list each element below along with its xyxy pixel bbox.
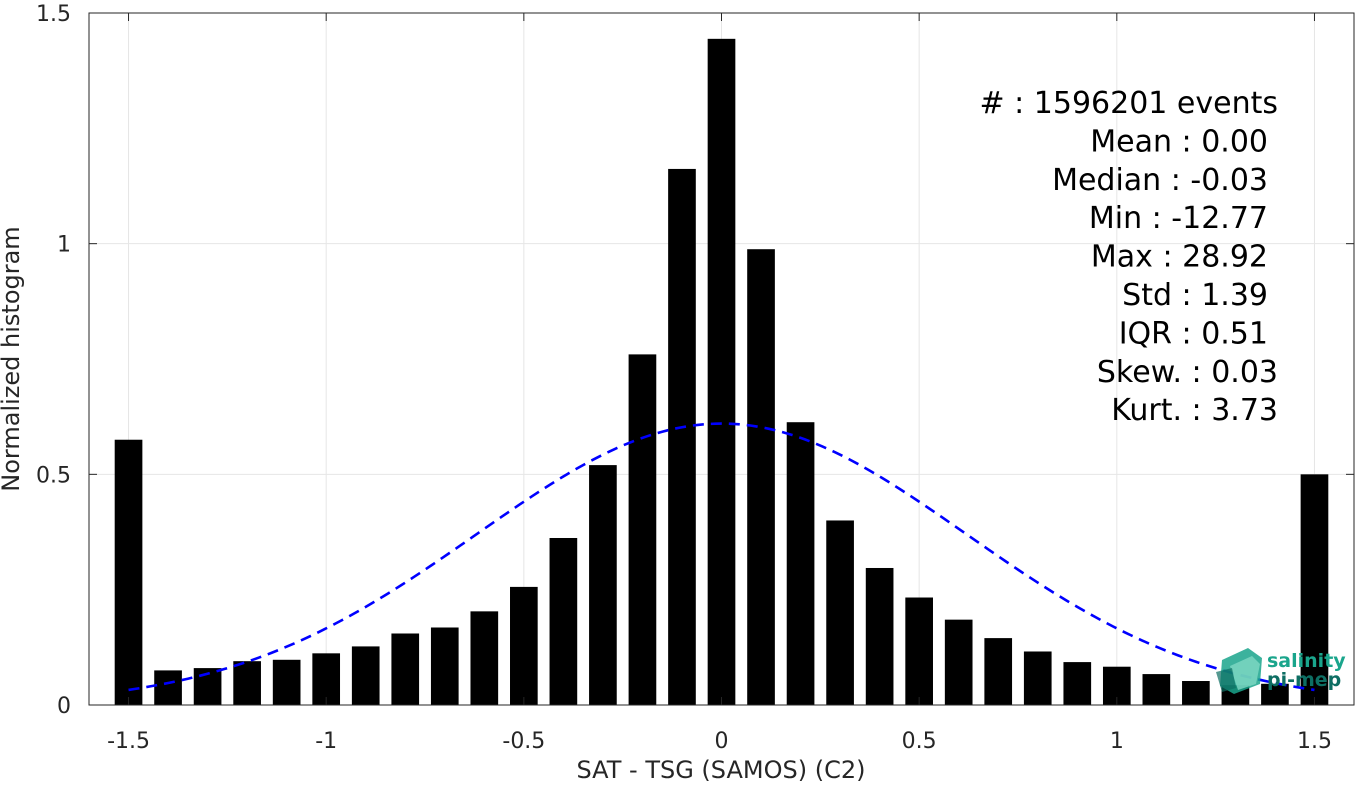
histogram-bar [786,422,815,705]
x-tick-label: 0.5 [902,729,937,754]
histogram-bar [470,611,499,705]
stats-line: Mean : 0.00 [1090,124,1268,159]
histogram-bar [826,520,854,705]
histogram-bar [984,638,1013,705]
x-tick-label: 1 [1110,729,1124,754]
x-tick-label: -0.5 [502,729,545,754]
y-tick-labels: 0 0.5 1 1.5 [36,2,71,719]
histogram-bar [114,439,143,705]
stats-line: Median : -0.03 [1052,163,1268,198]
histogram-bar [1300,474,1329,705]
salinity-pi-mep-logo: salinity pi-mep [1216,648,1346,694]
stats-line: Min : -12.77 [1089,201,1268,236]
histogram-bar [154,670,182,705]
stats-line: IQR : 0.51 [1119,316,1268,351]
y-tick-label: 0 [57,694,71,719]
histogram-bar [510,586,538,705]
stats-line: # : 1596201 events [979,86,1278,121]
histogram-bar [233,661,261,705]
stats-line: Std : 1.39 [1122,278,1268,313]
logo-line1: salinity [1267,650,1346,672]
x-axis-label: SAT - TSG (SAMOS) (C2) [577,756,866,784]
logo-line2: pi-mep [1267,669,1341,691]
histogram-bar [312,653,341,705]
histogram-bar [905,597,933,705]
x-tick-label: 0 [715,729,729,754]
stats-line: Max : 28.92 [1091,240,1268,275]
stats-line: Skew. : 0.03 [1097,355,1278,390]
histogram-bar [589,465,617,705]
histogram-bar [1142,674,1171,705]
axis-ticks [89,12,1354,706]
histogram-bar [747,249,775,705]
y-tick-label: 1 [57,233,71,258]
y-tick-label: 1.5 [36,2,71,27]
x-tick-label: 1.5 [1297,729,1332,754]
logo-mark-icon [1216,648,1262,694]
y-axis-label: Normalized histogram [0,226,25,491]
histogram-bar [668,168,696,705]
histogram-bar [707,38,736,706]
stats-line: Kurt. : 3.73 [1111,393,1278,428]
histogram-bar [1261,683,1289,705]
histogram-bar [549,537,578,705]
x-tick-label: -1 [315,729,337,754]
histogram-bar [944,619,973,705]
histogram-bar [628,354,657,705]
y-tick-label: 0.5 [36,463,71,488]
histogram-bar [430,627,459,705]
histogram-bars [114,38,1329,706]
gaussian-fit-curve [128,422,1315,692]
histogram-bar [1023,651,1052,705]
histogram-bar [351,646,380,705]
x-tick-label: -1.5 [107,729,150,754]
histogram-bar [1182,681,1210,705]
histogram-bar [391,633,420,705]
x-tick-labels: -1.5 -1 -0.5 0 0.5 1 1.5 [107,729,1332,754]
histogram-bar [272,659,301,705]
histogram-bar [865,567,894,705]
histogram-bar [1063,662,1092,705]
